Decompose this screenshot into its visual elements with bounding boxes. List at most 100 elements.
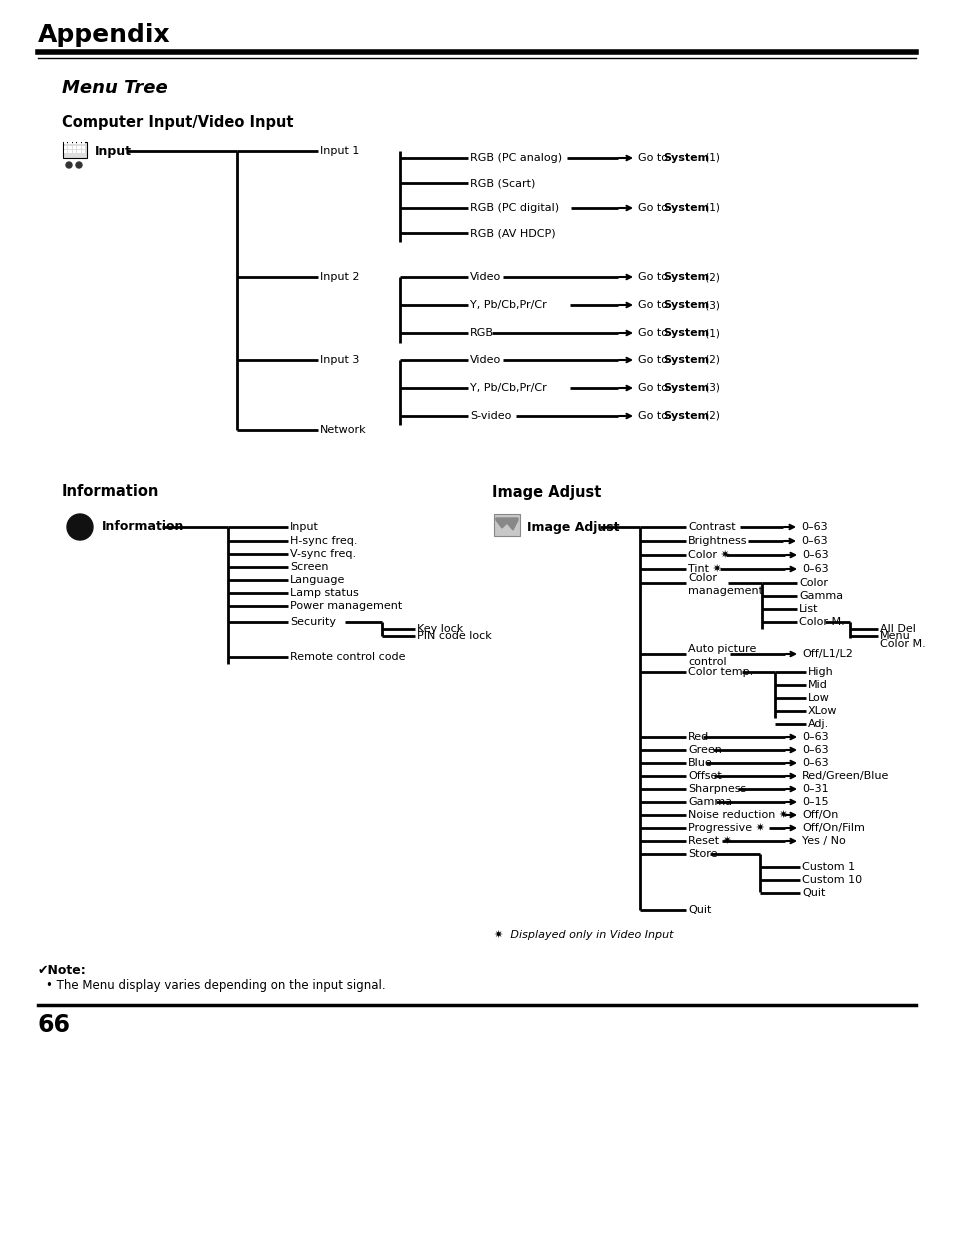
Text: System: System (662, 383, 708, 393)
Text: Tint ✷: Tint ✷ (687, 564, 721, 574)
Text: H-sync freq.: H-sync freq. (290, 536, 357, 546)
Bar (77, 149, 81, 153)
Text: Information: Information (62, 484, 159, 499)
Bar (69, 149, 71, 153)
Text: • The Menu display varies depending on the input signal.: • The Menu display varies depending on t… (46, 978, 385, 992)
Text: System: System (662, 329, 708, 338)
Text: Color M.: Color M. (879, 638, 924, 650)
Text: System: System (662, 300, 708, 310)
Text: System: System (662, 203, 708, 212)
Text: Image Adjust: Image Adjust (492, 484, 600, 499)
Text: XLow: XLow (807, 706, 837, 716)
Text: V-sync freq.: V-sync freq. (290, 550, 355, 559)
Text: 66: 66 (38, 1013, 71, 1037)
Text: Input: Input (95, 144, 132, 158)
Text: Off/On/Film: Off/On/Film (801, 823, 864, 832)
Text: RGB (Scart): RGB (Scart) (470, 178, 535, 188)
Text: System: System (662, 411, 708, 421)
Bar (82, 149, 86, 153)
Text: Language: Language (290, 576, 345, 585)
Text: (3): (3) (701, 300, 720, 310)
Text: Low: Low (807, 693, 829, 703)
Bar (64, 149, 68, 153)
Text: Off/L1/L2: Off/L1/L2 (801, 650, 852, 659)
Text: ✔Note:: ✔Note: (38, 963, 87, 977)
Text: ✷  Displayed only in Video Input: ✷ Displayed only in Video Input (494, 930, 673, 940)
Bar (69, 146, 71, 148)
Bar (73, 146, 76, 148)
Text: Yes / No: Yes / No (801, 836, 845, 846)
Text: Noise reduction ✷: Noise reduction ✷ (687, 810, 787, 820)
Polygon shape (496, 517, 517, 530)
Text: Key lock: Key lock (416, 624, 463, 634)
Text: Menu: Menu (879, 631, 910, 641)
Text: 0–63: 0–63 (801, 550, 828, 559)
Bar (63, 142, 87, 158)
Text: (2): (2) (701, 354, 720, 366)
Text: Appendix: Appendix (38, 23, 171, 47)
Text: Gamma: Gamma (799, 592, 842, 601)
Text: Red/Green/Blue: Red/Green/Blue (801, 771, 888, 781)
Text: Image Adjust: Image Adjust (526, 520, 618, 534)
Bar (73, 141, 76, 144)
Text: Lamp status: Lamp status (290, 588, 358, 598)
Text: Quit: Quit (801, 888, 824, 898)
Text: Reset ✷: Reset ✷ (687, 836, 731, 846)
Text: Information: Information (102, 520, 184, 534)
Bar (64, 141, 68, 144)
Text: Video: Video (470, 354, 500, 366)
Text: (3): (3) (701, 383, 720, 393)
Text: Custom 1: Custom 1 (801, 862, 854, 872)
Text: (1): (1) (701, 153, 720, 163)
Text: Custom 10: Custom 10 (801, 876, 862, 885)
Text: Quit: Quit (687, 905, 711, 915)
Text: 0–15: 0–15 (801, 797, 828, 806)
Text: Off/On: Off/On (801, 810, 838, 820)
Circle shape (67, 514, 92, 540)
Text: List: List (799, 604, 818, 614)
Text: (1): (1) (701, 203, 720, 212)
Circle shape (76, 162, 82, 168)
Text: Network: Network (319, 425, 366, 435)
Text: Color temp.: Color temp. (687, 667, 753, 677)
Text: Go to: Go to (638, 383, 671, 393)
Bar (77, 146, 81, 148)
Text: RGB: RGB (470, 329, 494, 338)
Text: RGB (PC digital): RGB (PC digital) (470, 203, 558, 212)
Text: Go to: Go to (638, 300, 671, 310)
Bar (77, 141, 81, 144)
Bar (494, 514, 519, 536)
Text: 0–63: 0–63 (801, 758, 828, 768)
Text: Color: Color (799, 578, 827, 588)
Text: 0–63: 0–63 (801, 745, 828, 755)
Text: Contrast: Contrast (687, 522, 735, 532)
Text: Red: Red (687, 732, 708, 742)
Text: Blue: Blue (687, 758, 712, 768)
Text: Offset: Offset (687, 771, 721, 781)
Text: 0–31: 0–31 (801, 784, 828, 794)
Text: System: System (662, 354, 708, 366)
Text: Color ✷: Color ✷ (687, 550, 729, 559)
Text: Mid: Mid (807, 680, 827, 690)
Text: High: High (807, 667, 833, 677)
Text: Input: Input (290, 522, 318, 532)
Text: Color: Color (687, 573, 717, 583)
Text: Adj.: Adj. (807, 719, 828, 729)
Text: Remote control code: Remote control code (290, 652, 405, 662)
Bar (82, 141, 86, 144)
Text: Video: Video (470, 272, 500, 282)
Text: Power management: Power management (290, 601, 402, 611)
Text: Computer Input/Video Input: Computer Input/Video Input (62, 116, 294, 131)
Text: Menu Tree: Menu Tree (62, 79, 168, 98)
Text: Y, Pb/Cb,Pr/Cr: Y, Pb/Cb,Pr/Cr (470, 300, 546, 310)
Text: Go to: Go to (638, 354, 671, 366)
Text: Input 3: Input 3 (319, 354, 359, 366)
Text: Store: Store (687, 848, 717, 860)
Text: 0–63: 0–63 (801, 564, 828, 574)
Text: 0–63: 0–63 (801, 732, 828, 742)
Text: control: control (687, 657, 726, 667)
Text: (2): (2) (701, 272, 720, 282)
Text: Go to: Go to (638, 411, 671, 421)
Text: Input 2: Input 2 (319, 272, 359, 282)
Text: Screen: Screen (290, 562, 328, 572)
